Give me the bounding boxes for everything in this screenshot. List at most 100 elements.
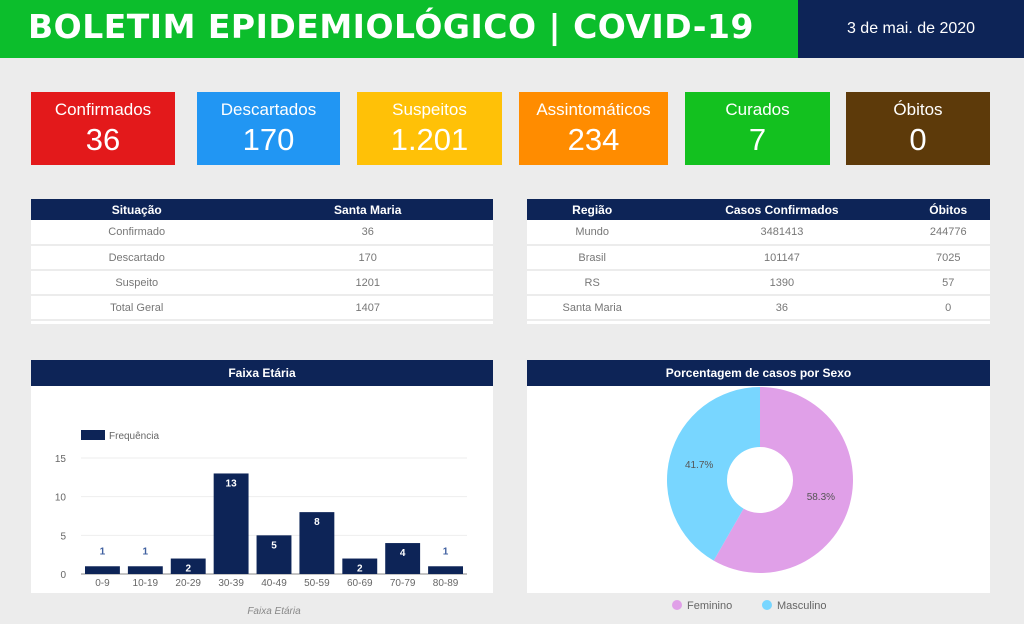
x-tick-label: 10-19: [133, 578, 159, 589]
stat-card-descartados: Descartados 170: [197, 92, 340, 165]
sex-chart-panel: Porcentagem de casos por Sexo 58.3% Femin…: [527, 360, 990, 612]
stat-value: 0: [909, 122, 927, 157]
legend-label: Feminino: [687, 600, 732, 612]
table-cell: 36: [657, 295, 907, 321]
legend-dot: [672, 600, 682, 610]
bar-20-29: [170, 558, 206, 574]
data-label: 1: [100, 546, 106, 557]
data-label: 1: [143, 546, 149, 557]
bar-70-79: [385, 543, 421, 574]
bar-10-19: [127, 566, 163, 574]
table-cell: Descartado: [31, 245, 243, 271]
chart-title: Faixa Etária: [31, 360, 493, 386]
sex-donut-chart: 58.3% Feminino 41.7% Masculino: [667, 387, 853, 612]
data-label: 1: [443, 546, 449, 557]
slice-label: 58.3%: [807, 492, 835, 503]
slice-feminino: [713, 387, 853, 573]
age-bar-chart: Frequência05101510-9110-19220-291330-395…: [55, 430, 467, 617]
bar-50-59: [299, 512, 335, 574]
table-cell: 7025: [906, 245, 990, 271]
data-label: 2: [185, 564, 191, 575]
column-header: Casos Confirmados: [657, 199, 907, 220]
table-cell: Brasil: [527, 245, 658, 271]
table-cell: RS: [527, 270, 658, 296]
bar-40-49: [256, 535, 292, 574]
y-tick-label: 10: [55, 493, 67, 504]
table-row: Mundo 3481413 244776: [527, 220, 990, 246]
x-tick-label: 70-79: [390, 578, 416, 589]
table-cell: 3481413: [657, 220, 907, 246]
y-tick-label: 5: [60, 531, 66, 542]
bar-80-89: [428, 566, 463, 574]
column-header: Óbitos: [906, 199, 990, 220]
y-tick-label: 0: [60, 570, 66, 581]
stat-label: Assintomáticos: [536, 100, 651, 119]
table-cell: 57: [906, 270, 990, 296]
age-chart-panel: Faixa Etária Frequência 0 5 10 15 1 0-9 1 10-19 2…: [31, 360, 493, 617]
x-tick-label: 50-59: [304, 578, 330, 589]
x-tick-label: 30-39: [218, 578, 244, 589]
stat-label: Descartados: [220, 100, 317, 119]
legend-label: Masculino: [777, 600, 827, 612]
x-tick-label: 40-49: [261, 578, 287, 589]
legend-swatch: [81, 430, 105, 440]
page-title: BOLETIM EPIDEMIOLÓGICO | COVID-19: [0, 0, 798, 58]
x-axis-title: Faixa Etária: [247, 606, 301, 617]
slice-label: 41.7%: [685, 460, 713, 471]
chart-title: Porcentagem de casos por Sexo: [527, 360, 990, 386]
slice-masculino: [667, 387, 760, 561]
table-row: Suspeito 1201: [31, 270, 493, 296]
table-cell: 244776: [906, 220, 990, 246]
table-row: Descartado 170: [31, 245, 493, 271]
stat-card-óbitos: Óbitos 0: [846, 92, 990, 165]
stat-value: 170: [242, 122, 295, 157]
table-cell: Mundo: [527, 220, 658, 246]
y-tick-label: 15: [55, 454, 67, 465]
stat-value: 1.201: [390, 122, 469, 157]
table-cell: 1407: [242, 295, 493, 321]
bar-60-69: [342, 558, 378, 574]
table-row: Total Geral 1407: [31, 295, 493, 321]
stat-label: Curados: [725, 100, 790, 119]
stat-card-curados: Curados 7: [685, 92, 830, 165]
data-label: 8: [314, 517, 320, 528]
stat-label: Suspeitos: [392, 100, 467, 119]
data-label: 13: [226, 478, 238, 489]
table-cell: Suspeito: [31, 270, 243, 296]
table-cell: Confirmado: [31, 220, 243, 246]
x-tick-label: 60-69: [347, 578, 373, 589]
table-row: RS 1390 57: [527, 270, 990, 296]
stat-value: 36: [85, 122, 121, 157]
regiao-table: Região Casos Confirmados Óbitos Mundo 348…: [527, 199, 990, 324]
stat-value: 7: [748, 122, 767, 157]
data-label: 4: [400, 548, 406, 559]
table-cell: Total Geral: [31, 295, 243, 321]
table-row: Confirmado 36: [31, 220, 493, 246]
column-header: Situação: [31, 199, 243, 220]
x-tick-label: 20-29: [175, 578, 201, 589]
table-cell: 36: [242, 220, 493, 246]
report-date: 3 de mai. de 2020: [798, 0, 1024, 58]
table-row: Santa Maria 36 0: [527, 295, 990, 321]
stat-card-confirmados: Confirmados 36: [31, 92, 175, 165]
table-cell: 1390: [657, 270, 907, 296]
data-label: 5: [271, 540, 277, 551]
table-cell: 0: [906, 295, 990, 321]
data-label: 2: [357, 564, 363, 575]
table-cell: 1201: [242, 270, 493, 296]
situacao-table: Situação Santa Maria Confirmado 36 Descart…: [31, 199, 493, 324]
table-cell: 170: [242, 245, 493, 271]
stat-label: Confirmados: [54, 100, 152, 119]
bar-30-39: [213, 473, 249, 574]
column-header: Região: [527, 199, 658, 220]
stat-card-suspeitos: Suspeitos 1.201: [357, 92, 502, 165]
table-cell: 101147: [657, 245, 907, 271]
table-row: Brasil 101147 7025: [527, 245, 990, 271]
legend-dot: [762, 600, 772, 610]
stat-value: 234: [567, 122, 620, 157]
column-header: Santa Maria: [242, 199, 493, 220]
legend-label: Frequência: [109, 431, 159, 442]
stat-label: Óbitos: [893, 100, 943, 119]
table-cell: Santa Maria: [527, 295, 658, 321]
x-tick-label: 0-9: [95, 578, 110, 589]
